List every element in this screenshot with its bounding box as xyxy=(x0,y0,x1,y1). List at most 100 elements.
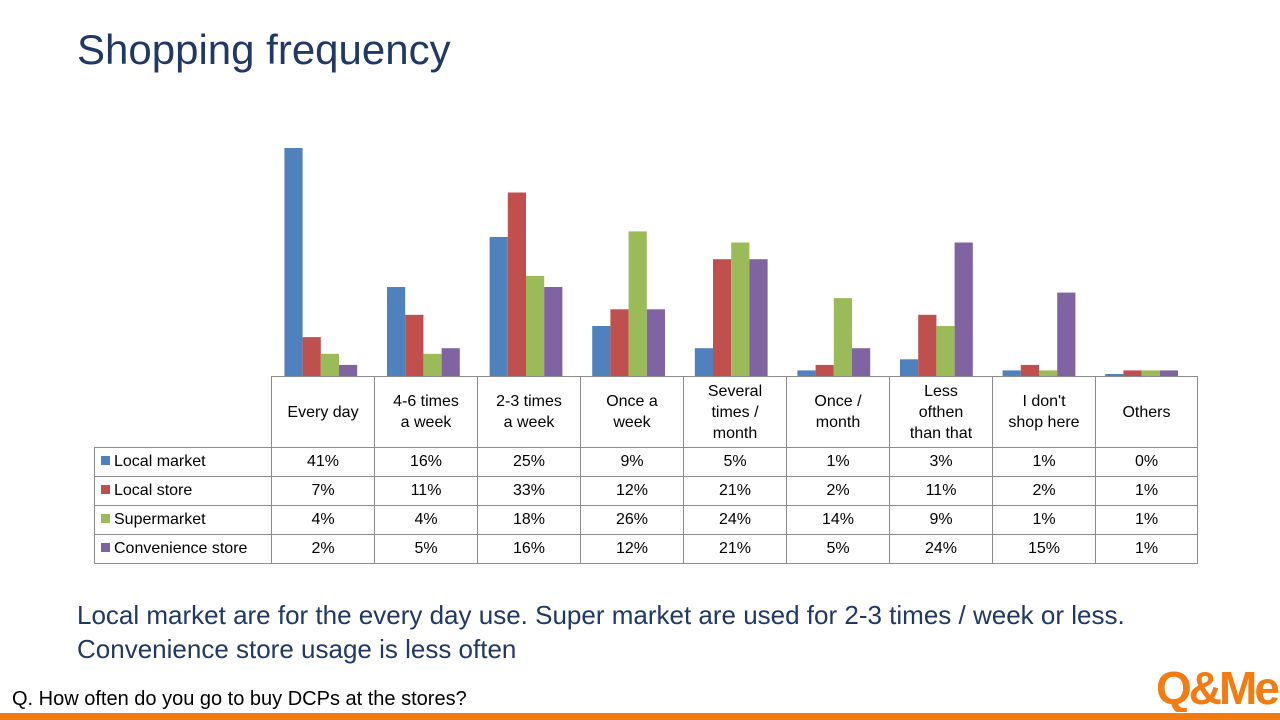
survey-question: Q. How often do you go to buy DCPs at th… xyxy=(12,688,467,710)
bar-supermarket-5 xyxy=(833,298,852,376)
bar-local-store-3 xyxy=(610,309,629,376)
bar-convenience-store-7 xyxy=(1057,292,1076,376)
data-label: 0% xyxy=(1095,447,1198,477)
footer-bar xyxy=(0,713,1280,720)
data-label: 24% xyxy=(889,534,993,564)
data-label: 33% xyxy=(477,476,581,506)
data-label: 41% xyxy=(271,447,375,477)
data-label: 9% xyxy=(580,447,684,477)
summary-text: Local market are for the every day use. … xyxy=(77,600,1125,664)
legend-entry: Convenience store xyxy=(94,534,272,564)
legend-entry: Local market xyxy=(94,447,272,477)
category-label: Several times / month xyxy=(683,376,787,448)
category-label: I don't shop here xyxy=(992,376,1096,448)
logo-text: Q&Me xyxy=(1156,662,1279,712)
data-label: 24% xyxy=(683,505,787,535)
series-name: Supermarket xyxy=(114,511,206,528)
legend-swatch xyxy=(101,543,110,552)
data-label: 12% xyxy=(580,476,684,506)
chart-data-table: Every day 4-6 times a week 2-3 times a wee… xyxy=(94,376,1198,564)
data-label: 11% xyxy=(374,476,478,506)
bar-local-store-8 xyxy=(1123,370,1142,376)
bar-local-store-7 xyxy=(1020,364,1039,376)
bar-supermarket-3 xyxy=(628,231,647,376)
legend-swatch xyxy=(101,456,110,465)
data-label: 2% xyxy=(271,534,375,564)
data-label: 26% xyxy=(580,505,684,535)
legend-swatch xyxy=(101,485,110,494)
bar-supermarket-1 xyxy=(423,353,442,376)
bar-convenience-store-0 xyxy=(339,364,358,376)
data-label: 1% xyxy=(1095,505,1198,535)
data-label: 1% xyxy=(992,447,1096,477)
data-label: 5% xyxy=(683,447,787,477)
data-label: 9% xyxy=(889,505,993,535)
data-label: 4% xyxy=(374,505,478,535)
bar-convenience-store-5 xyxy=(852,348,871,376)
data-label: 11% xyxy=(889,476,993,506)
bar-supermarket-8 xyxy=(1141,370,1160,376)
legend-entry: Supermarket xyxy=(94,505,272,535)
series-name: Local store xyxy=(114,482,193,499)
table-header-row: Every day 4-6 times a week 2-3 times a wee… xyxy=(94,376,1198,448)
bar-supermarket-0 xyxy=(320,353,339,376)
bar-local-market-2 xyxy=(489,237,508,376)
legend-entry: Local store xyxy=(94,476,272,506)
category-label: Once a week xyxy=(580,376,684,448)
data-label: 12% xyxy=(580,534,684,564)
data-label: 2% xyxy=(786,476,890,506)
series-name: Convenience store xyxy=(114,540,248,557)
bar-supermarket-7 xyxy=(1039,370,1058,376)
data-label: 1% xyxy=(1095,534,1198,564)
table-row: Supermarket 4% 4% 18% 26% 24% 14% 9% 1% 1% xyxy=(94,505,1198,535)
data-label: 1% xyxy=(1095,476,1198,506)
bar-local-market-3 xyxy=(592,326,611,376)
bar-supermarket-4 xyxy=(731,242,750,376)
category-label: Every day xyxy=(271,376,375,448)
data-label: 5% xyxy=(786,534,890,564)
data-label: 1% xyxy=(992,505,1096,535)
data-label: 1% xyxy=(786,447,890,477)
bar-local-store-0 xyxy=(302,337,321,376)
data-label: 15% xyxy=(992,534,1096,564)
data-label: 16% xyxy=(477,534,581,564)
category-label: Once / month xyxy=(786,376,890,448)
bar-convenience-store-8 xyxy=(1159,370,1178,376)
data-label: 21% xyxy=(683,534,787,564)
table-row: Local market 41% 16% 25% 9% 5% 1% 3% 1% 0% xyxy=(94,447,1198,477)
series-name: Local market xyxy=(114,453,206,470)
data-label: 3% xyxy=(889,447,993,477)
bar-local-market-0 xyxy=(284,148,303,376)
category-label: 4-6 times a week xyxy=(374,376,478,448)
data-label: 16% xyxy=(374,447,478,477)
data-label: 2% xyxy=(992,476,1096,506)
bar-local-market-7 xyxy=(1002,370,1021,376)
bar-local-market-1 xyxy=(387,287,406,376)
table-row: Local store 7% 11% 33% 12% 21% 2% 11% 2% 1% xyxy=(94,476,1198,506)
bar-local-store-6 xyxy=(918,314,937,376)
bar-local-store-4 xyxy=(713,259,732,376)
bar-convenience-store-6 xyxy=(954,242,973,376)
bar-convenience-store-2 xyxy=(544,287,563,376)
category-label: Others xyxy=(1095,376,1198,448)
bar-local-market-4 xyxy=(694,348,713,376)
data-label: 21% xyxy=(683,476,787,506)
data-label: 14% xyxy=(786,505,890,535)
table-body: Local market 41% 16% 25% 9% 5% 1% 3% 1% 0% Local s… xyxy=(94,447,1198,564)
bar-convenience-store-3 xyxy=(646,309,665,376)
category-label: Less ofthen than that xyxy=(889,376,993,448)
bar-local-store-2 xyxy=(507,192,526,376)
data-label: 4% xyxy=(271,505,375,535)
category-label: 2-3 times a week xyxy=(477,376,581,448)
bar-local-market-8 xyxy=(1105,374,1124,376)
bars-layer xyxy=(284,148,1178,376)
data-label: 18% xyxy=(477,505,581,535)
bar-supermarket-2 xyxy=(526,275,545,376)
data-label: 5% xyxy=(374,534,478,564)
table-row: Convenience store 2% 5% 16% 12% 21% 5% 24% 15% 1% xyxy=(94,534,1198,564)
legend-swatch xyxy=(101,514,110,523)
bar-supermarket-6 xyxy=(936,326,955,376)
bar-convenience-store-1 xyxy=(441,348,460,376)
bar-local-store-1 xyxy=(405,314,424,376)
